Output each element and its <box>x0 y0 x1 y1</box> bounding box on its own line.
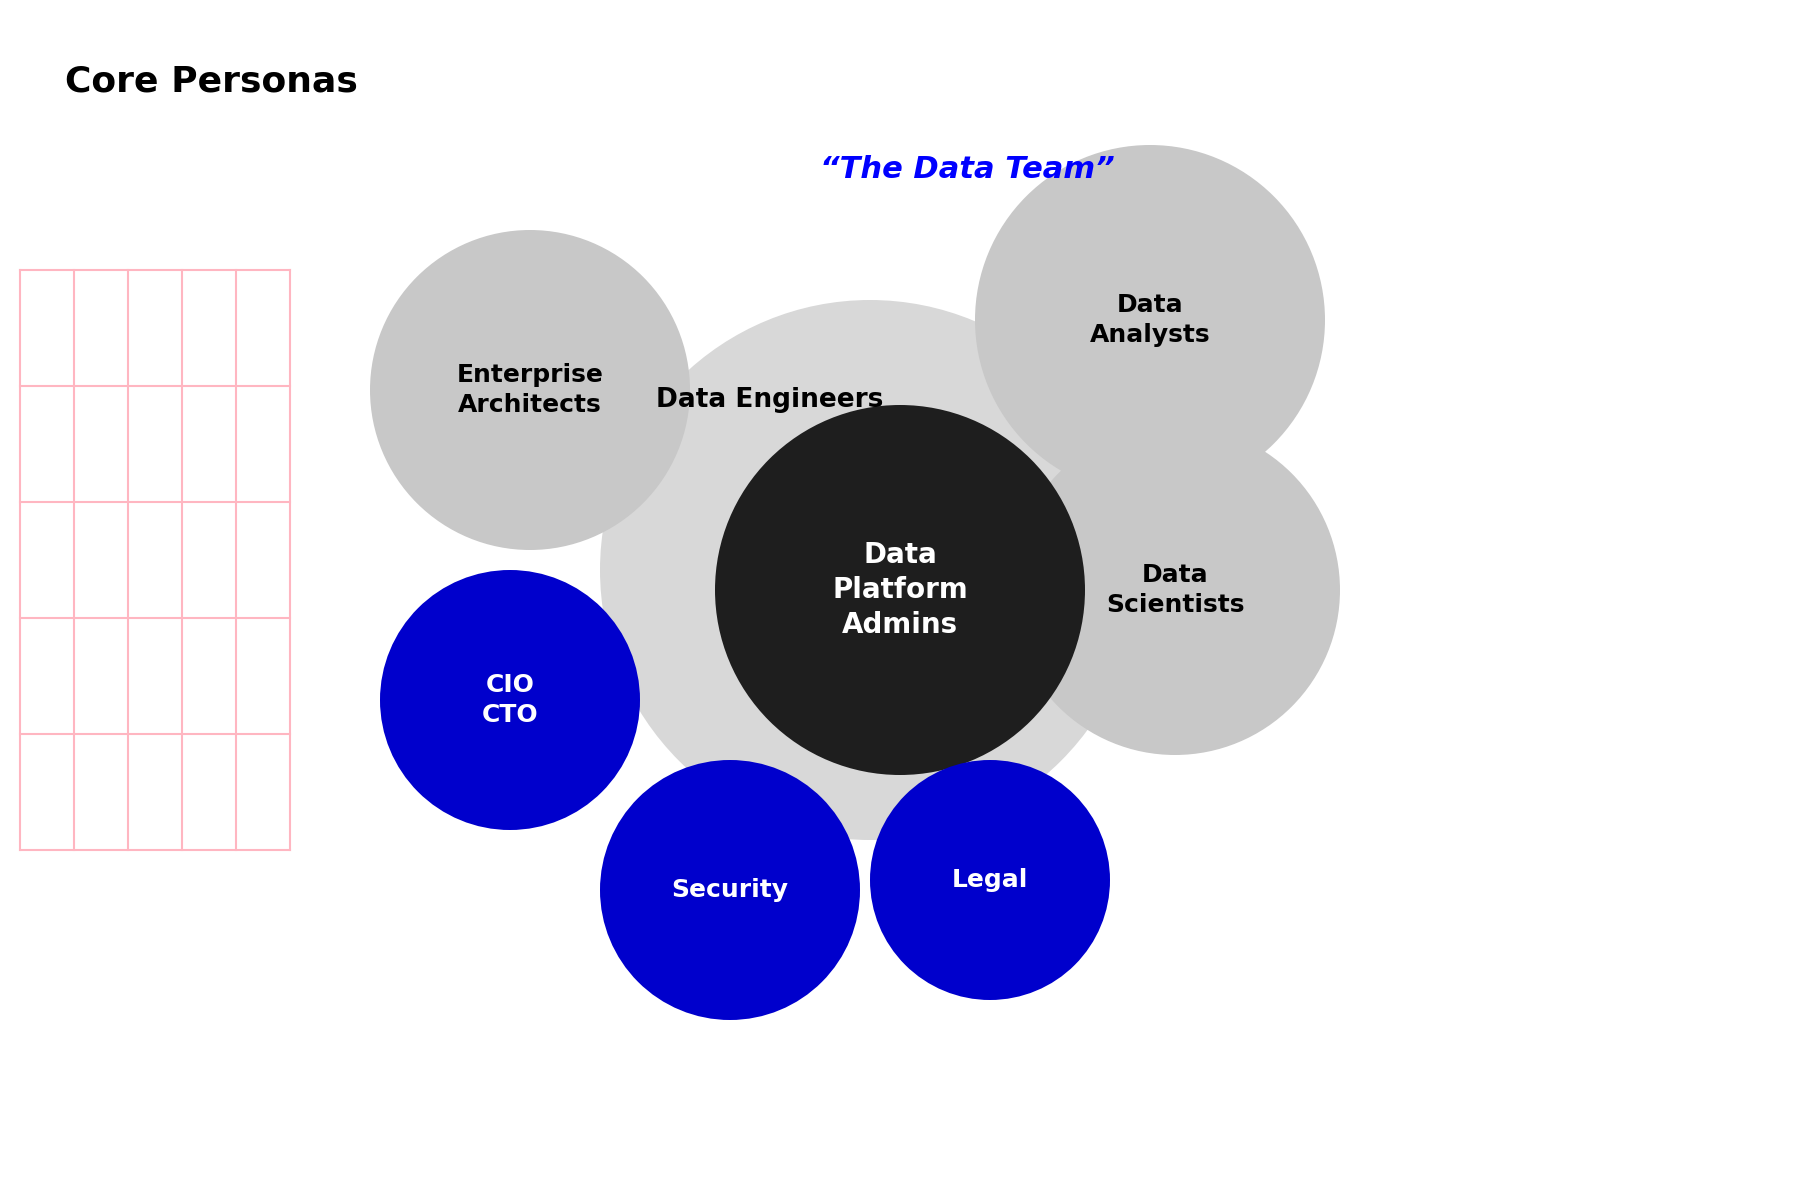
Circle shape <box>974 145 1326 495</box>
Circle shape <box>600 760 861 1020</box>
Circle shape <box>870 760 1109 1000</box>
Circle shape <box>715 405 1084 775</box>
Text: Data
Scientists: Data Scientists <box>1106 563 1244 617</box>
Text: Data
Analysts: Data Analysts <box>1090 293 1210 347</box>
Text: “The Data Team”: “The Data Team” <box>819 155 1115 185</box>
Text: Enterprise
Architects: Enterprise Architects <box>457 363 603 417</box>
Circle shape <box>600 300 1140 839</box>
Text: Core Personas: Core Personas <box>65 65 358 98</box>
Text: Security: Security <box>672 878 789 902</box>
Text: Data Engineers: Data Engineers <box>656 387 884 413</box>
Text: Legal: Legal <box>951 868 1028 892</box>
Text: Data
Platform
Admins: Data Platform Admins <box>832 542 967 639</box>
Circle shape <box>369 231 690 550</box>
Circle shape <box>1010 425 1340 755</box>
Text: CIO
CTO: CIO CTO <box>481 673 538 727</box>
Circle shape <box>380 570 639 830</box>
